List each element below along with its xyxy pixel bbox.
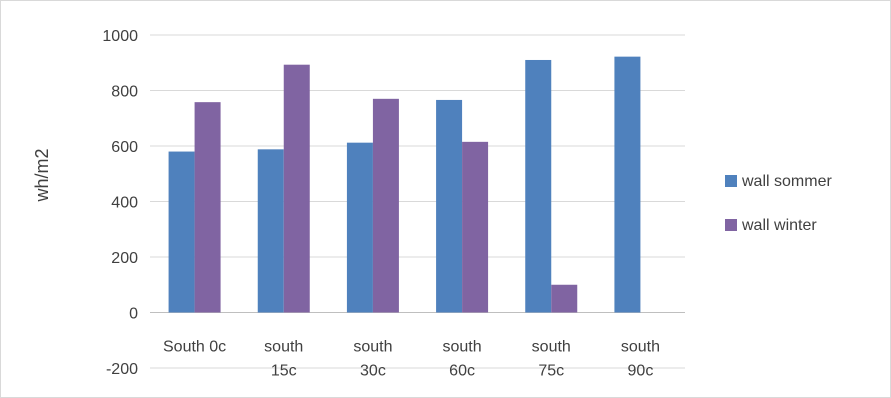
bar-wall-sommer-2: [346, 142, 373, 313]
bar-wall-sommer-5: [614, 56, 641, 313]
bar-wall-winter-3: [462, 141, 489, 313]
bars: [168, 56, 641, 313]
x-tick-label: south: [443, 339, 482, 356]
legend-label: wall sommer: [741, 173, 832, 190]
x-tick-label: 30c: [360, 363, 386, 380]
legend-label: wall winter: [741, 217, 817, 234]
y-tick-label: -200: [106, 361, 138, 378]
x-tick-label: South 0c: [163, 339, 226, 356]
x-tick-label: south: [621, 339, 660, 356]
x-tick-label: 15c: [271, 363, 297, 380]
y-tick-label: 0: [129, 306, 138, 323]
bar-wall-winter-1: [283, 64, 310, 313]
gridlines: [150, 34, 685, 369]
x-tick-label: 60c: [449, 363, 475, 380]
y-tick-label: 400: [111, 195, 138, 212]
x-tick-label: 90c: [628, 363, 654, 380]
x-tick-label: south: [532, 339, 571, 356]
bar-wall-sommer-1: [257, 149, 284, 313]
bar-wall-sommer-0: [168, 151, 195, 313]
bar-wall-sommer-3: [436, 99, 463, 313]
y-tick-label: 200: [111, 250, 138, 267]
x-tick-labels: South 0c south 15c south 30c south 60c south 75c…: [163, 339, 660, 380]
x-tick-label: 75c: [538, 363, 564, 380]
x-tick-label: south: [353, 339, 392, 356]
legend-swatch: [725, 219, 737, 231]
bar-wall-winter-0: [194, 102, 221, 313]
bar-wall-winter-4: [551, 284, 578, 313]
y-tick-label: 600: [111, 139, 138, 156]
legend-swatch: [725, 175, 737, 187]
x-tick-label: south: [264, 339, 303, 356]
y-tick-labels: -200 0 200 400 600 800 1000: [102, 28, 138, 378]
bar-wall-sommer-4: [525, 59, 552, 313]
y-tick-label: 1000: [102, 28, 138, 45]
legend: wall sommer wall winter: [725, 173, 832, 234]
y-axis-label: wh/m2: [32, 148, 52, 202]
bar-wall-winter-2: [372, 98, 399, 313]
y-tick-label: 800: [111, 84, 138, 101]
